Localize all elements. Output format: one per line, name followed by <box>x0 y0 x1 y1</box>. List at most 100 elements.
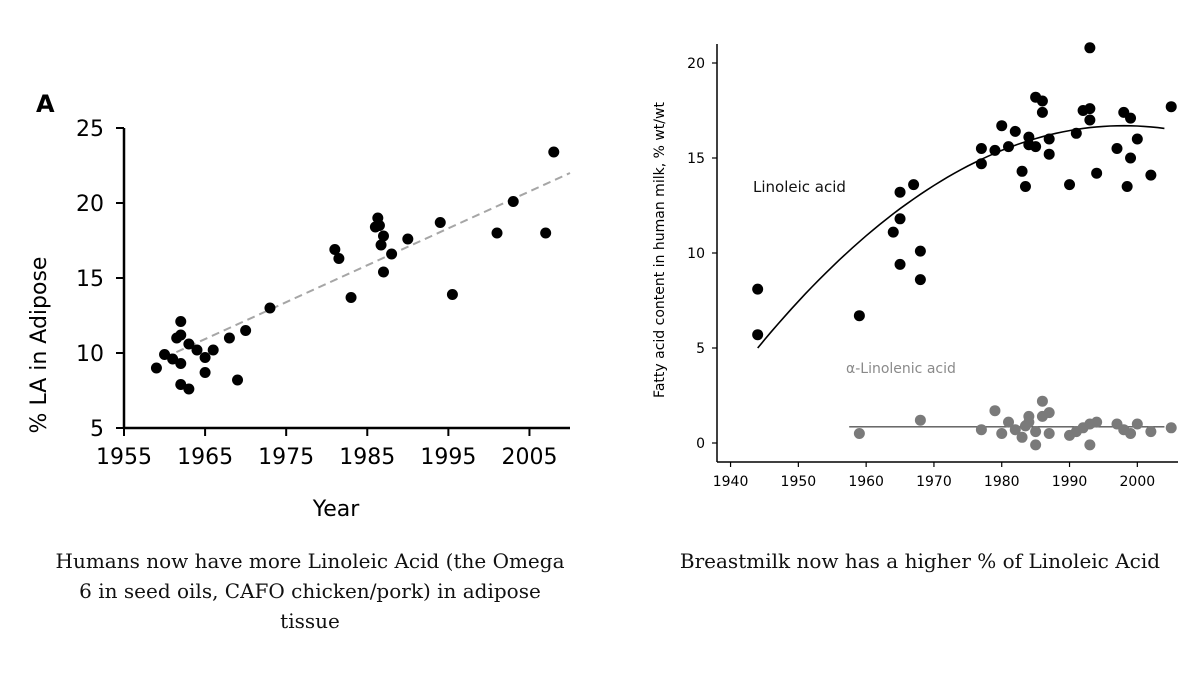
data-point <box>150 362 162 374</box>
alpha-linolenic-data-point <box>1043 407 1055 419</box>
data-points <box>752 42 1177 451</box>
data-point <box>548 146 560 158</box>
y-tick-label: 0 <box>696 436 705 452</box>
linoleic-data-point <box>1084 103 1096 115</box>
x-tick-label: 1985 <box>339 445 395 470</box>
alpha-linolenic-data-point <box>1084 439 1096 451</box>
data-point <box>345 292 357 303</box>
series-label-linoleic: Linoleic acid <box>753 178 846 196</box>
y-axis-label: Fatty acid content in human milk, % wt/w… <box>652 102 668 398</box>
linoleic-data-point <box>1019 181 1031 192</box>
alpha-linolenic-data-point <box>996 428 1008 439</box>
x-tick-label: 2005 <box>501 445 557 470</box>
y-tick-label: 20 <box>76 192 104 217</box>
data-point <box>191 344 203 356</box>
trend-line-dashed <box>164 172 571 359</box>
linoleic-data-point <box>914 245 926 257</box>
data-point <box>507 196 519 207</box>
alpha-linolenic-data-point <box>1131 418 1143 430</box>
x-tick-label: 1995 <box>420 445 476 470</box>
alpha-linolenic-data-point <box>1165 422 1177 434</box>
linoleic-data-point <box>1145 169 1157 181</box>
data-point <box>377 266 389 278</box>
fit-lines <box>757 124 1165 428</box>
alpha-linolenic-data-point <box>1023 416 1035 428</box>
linoleic-data-point <box>1016 165 1028 177</box>
linoleic-data-point <box>1070 127 1082 139</box>
linoleic-data-point <box>752 329 764 341</box>
data-point <box>329 244 341 255</box>
linoleic-data-point <box>1009 125 1021 137</box>
linoleic-data-point <box>1111 143 1123 154</box>
data-point <box>540 227 552 239</box>
data-point <box>373 220 385 231</box>
linoleic-data-point <box>1091 167 1103 179</box>
data-point <box>207 344 219 356</box>
x-tick-label: 1980 <box>984 474 1020 490</box>
linoleic-data-point <box>1125 152 1137 164</box>
linoleic-data-point <box>1165 101 1177 113</box>
data-point <box>402 233 414 245</box>
adipose-linoleic-chart: A % LA in Adipose Year 1955 1965 1975 1985 1… <box>27 90 571 522</box>
alpha-linolenic-data-point <box>1016 431 1028 443</box>
x-axis-label: Year <box>312 497 361 522</box>
linoleic-data-point <box>989 144 1001 156</box>
data-point <box>446 289 458 300</box>
data-point <box>333 253 345 264</box>
linoleic-data-point <box>853 310 865 322</box>
y-tick-label: 15 <box>76 267 104 292</box>
alpha-linolenic-data-point <box>1091 416 1103 428</box>
linoleic-data-point <box>1023 131 1035 143</box>
linoleic-data-point <box>1084 42 1096 54</box>
data-point <box>175 316 187 327</box>
x-tick-label: 1990 <box>1052 474 1088 490</box>
alpha-linolenic-data-point <box>1003 416 1015 428</box>
y-tick-label: 15 <box>687 151 705 167</box>
x-tick-label: 1950 <box>781 474 817 490</box>
linoleic-data-point <box>894 213 906 225</box>
linoleic-data-point <box>1003 141 1015 153</box>
data-point <box>159 349 171 360</box>
linoleic-data-point <box>975 143 987 154</box>
linoleic-data-point <box>752 283 764 295</box>
panel-label-a: A <box>36 90 55 118</box>
y-tick-label: 10 <box>687 246 705 262</box>
linoleic-data-point <box>894 258 906 270</box>
y-tick-label: 5 <box>696 341 705 357</box>
alpha-linolenic-data-point <box>1043 428 1055 439</box>
alpha-linolenic-data-point <box>1009 424 1021 436</box>
linoleic-data-point <box>1043 133 1055 145</box>
data-points <box>150 146 560 395</box>
data-point <box>223 332 235 344</box>
linoleic-fit-curve <box>757 124 1165 349</box>
alpha-linolenic-data-point <box>1036 395 1048 407</box>
data-point <box>199 367 211 378</box>
x-tick-label: 1970 <box>916 474 952 490</box>
y-tick-label: 5 <box>90 417 104 442</box>
axes <box>716 44 1178 463</box>
data-point <box>183 383 195 395</box>
linoleic-data-point <box>1125 112 1137 124</box>
x-tick-label: 1960 <box>848 474 884 490</box>
linoleic-data-point <box>996 120 1008 132</box>
data-point <box>175 358 187 369</box>
linoleic-data-point <box>1043 148 1055 160</box>
linoleic-data-point <box>908 179 920 191</box>
data-point <box>199 352 211 363</box>
linoleic-data-point <box>975 158 987 170</box>
x-tick-label: 1955 <box>96 445 152 470</box>
linoleic-data-point <box>1064 179 1076 191</box>
alpha-linolenic-data-point <box>914 414 926 426</box>
axis-ticks: 1955 1965 1975 1985 1995 2005 5 10 15 20 25 <box>76 117 557 470</box>
linoleic-data-point <box>1084 114 1096 126</box>
data-point <box>167 353 179 365</box>
linoleic-data-point <box>1131 133 1143 145</box>
data-point <box>183 338 195 350</box>
data-point <box>491 227 503 239</box>
alpha-linolenic-data-point <box>1145 426 1157 438</box>
data-point <box>175 379 187 390</box>
data-point <box>264 302 276 314</box>
data-point <box>175 329 187 341</box>
trend-line <box>164 172 571 359</box>
breastmilk-fatty-acid-chart: Fatty acid content in human milk, % wt/w… <box>652 42 1178 490</box>
